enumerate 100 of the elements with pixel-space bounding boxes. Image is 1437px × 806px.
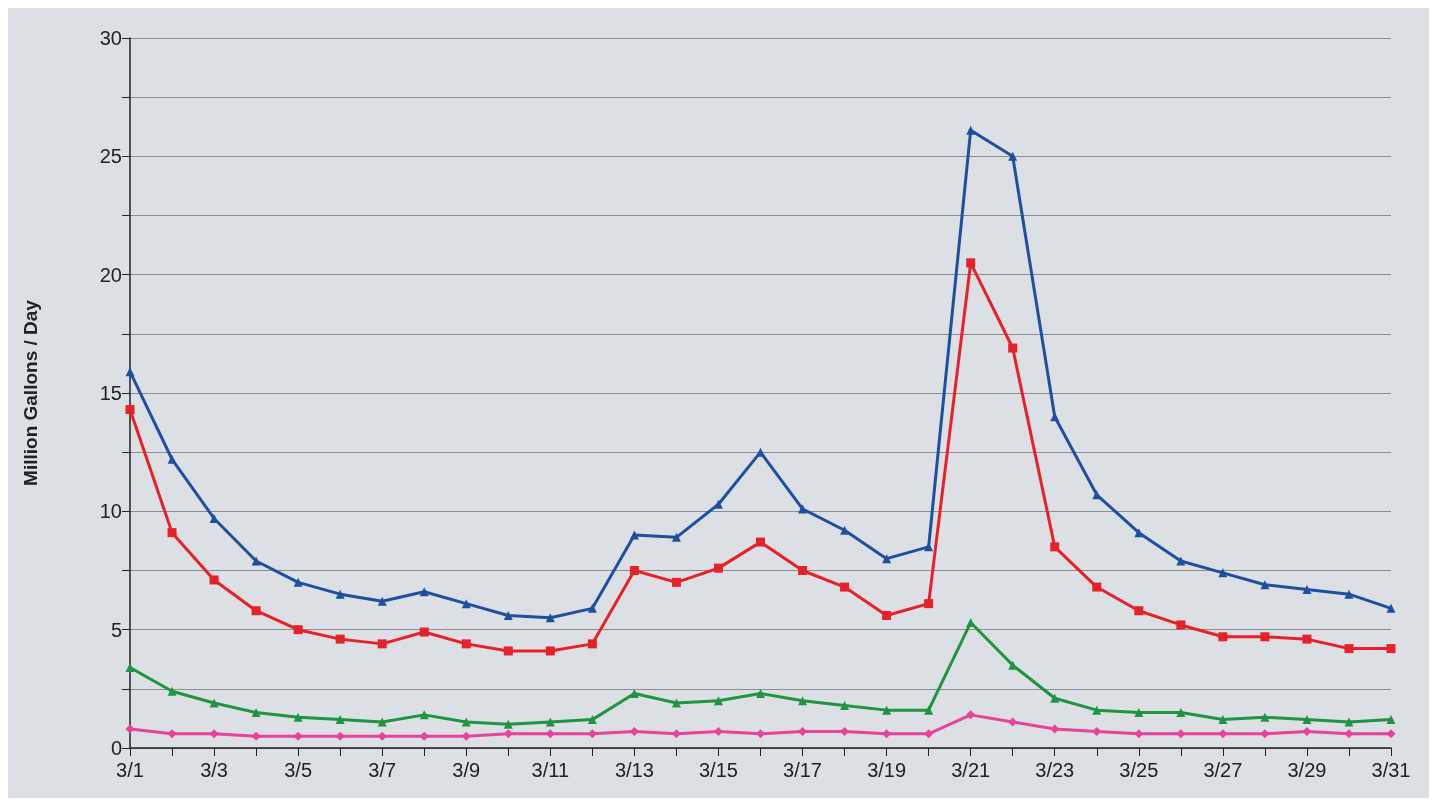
point	[1092, 726, 1102, 736]
point	[924, 729, 934, 739]
point	[966, 710, 976, 720]
point	[1176, 729, 1186, 739]
point	[461, 639, 471, 649]
point	[545, 646, 555, 656]
point	[798, 696, 808, 706]
x-tick-label: 3/1	[116, 759, 144, 781]
point	[503, 646, 513, 656]
point	[1302, 584, 1312, 594]
x-tick-label: 3/31	[1371, 759, 1411, 781]
y-tick-label: 10	[99, 500, 122, 523]
point	[1218, 632, 1228, 642]
y-tick-label: 25	[99, 145, 122, 168]
point	[251, 708, 261, 717]
point	[798, 566, 808, 575]
y-axis-title: Million Gallons / Day	[20, 299, 41, 486]
point	[335, 634, 345, 644]
point	[756, 729, 765, 739]
point	[1008, 660, 1018, 670]
point	[882, 554, 892, 564]
y-tick-label: 0	[110, 737, 122, 759]
point	[1386, 644, 1396, 654]
point	[293, 625, 303, 635]
point	[1008, 343, 1018, 353]
point	[1344, 729, 1354, 739]
x-tick-label: 3/11	[531, 759, 570, 781]
point	[1344, 644, 1354, 654]
point	[1260, 712, 1270, 722]
x-tick-label: 3/29	[1287, 759, 1327, 781]
point	[629, 689, 639, 699]
y-tick-label: 15	[99, 382, 122, 404]
x-tick-label: 3/13	[614, 759, 654, 781]
point	[209, 575, 219, 585]
point	[713, 563, 723, 573]
point	[798, 504, 808, 514]
point	[587, 639, 597, 649]
point	[293, 577, 303, 587]
point	[209, 729, 219, 739]
point	[587, 715, 597, 725]
point	[377, 731, 387, 741]
point	[882, 705, 892, 715]
point	[335, 715, 345, 725]
point	[629, 530, 639, 540]
point	[1260, 632, 1270, 642]
point	[1386, 729, 1396, 739]
x-tick-label: 3/23	[1035, 759, 1075, 781]
point	[125, 405, 135, 415]
point	[924, 599, 934, 609]
x-tick-label: 3/15	[699, 759, 738, 781]
point	[503, 719, 513, 729]
point	[1386, 603, 1396, 613]
point	[1218, 729, 1228, 739]
point	[251, 606, 261, 616]
point	[1134, 729, 1144, 739]
point	[1092, 705, 1102, 715]
point	[419, 627, 429, 637]
y-tick-label: 30	[99, 27, 122, 49]
point	[1302, 726, 1312, 736]
point	[840, 582, 850, 592]
x-tick-label: 3/25	[1119, 759, 1159, 781]
point	[966, 258, 976, 268]
point	[756, 689, 765, 699]
point	[1176, 620, 1186, 630]
point	[125, 367, 135, 377]
point	[756, 447, 765, 457]
x-tick-label: 3/19	[867, 759, 907, 781]
point	[167, 454, 177, 464]
point	[1260, 580, 1270, 590]
point	[377, 639, 387, 649]
x-tick-label: 3/21	[951, 759, 991, 781]
point	[377, 596, 387, 606]
point	[1092, 582, 1102, 592]
point	[966, 125, 976, 135]
point	[629, 726, 639, 736]
point	[1134, 606, 1144, 616]
point	[1386, 715, 1396, 725]
point	[1176, 708, 1186, 717]
point	[1050, 693, 1060, 703]
point	[587, 603, 597, 613]
point	[840, 700, 850, 710]
point	[125, 663, 135, 673]
point	[335, 589, 345, 599]
point	[1134, 708, 1144, 717]
point	[840, 525, 850, 535]
point	[209, 698, 219, 708]
point	[713, 696, 723, 706]
x-tick-label: 3/17	[783, 759, 822, 781]
point	[756, 537, 765, 547]
point	[629, 566, 639, 575]
point	[713, 726, 723, 736]
point	[125, 724, 135, 734]
point	[167, 528, 177, 538]
x-tick-label: 3/7	[368, 759, 397, 781]
point	[671, 698, 681, 708]
point	[1344, 589, 1354, 599]
point	[503, 729, 513, 739]
x-tick-label: 3/9	[452, 759, 481, 781]
point	[1302, 634, 1312, 644]
point	[1176, 556, 1186, 566]
